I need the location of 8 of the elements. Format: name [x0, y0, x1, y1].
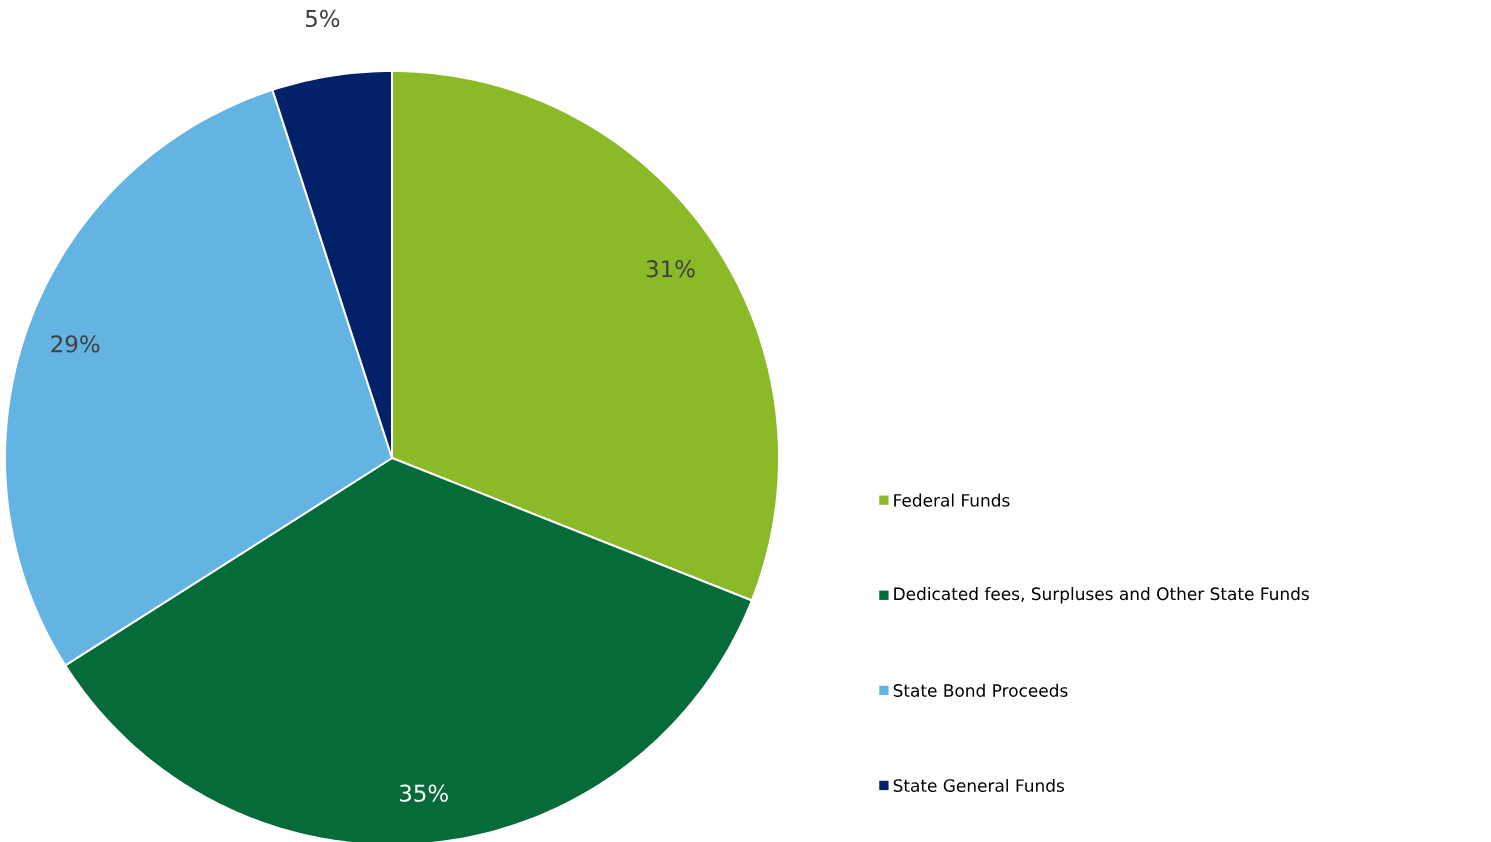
data-label: 29%	[51, 335, 100, 353]
legend-label: State General Funds	[893, 778, 1065, 792]
data-label: 35%	[399, 784, 448, 802]
data-label: 5%	[305, 9, 340, 28]
legend-label: State Bond Proceeds	[893, 683, 1068, 697]
legend-label: Federal Funds	[894, 493, 1010, 507]
data-label: 31%	[646, 260, 695, 278]
legend-label: Dedicated fees, Surpluses and Other State Funds	[894, 587, 1309, 604]
